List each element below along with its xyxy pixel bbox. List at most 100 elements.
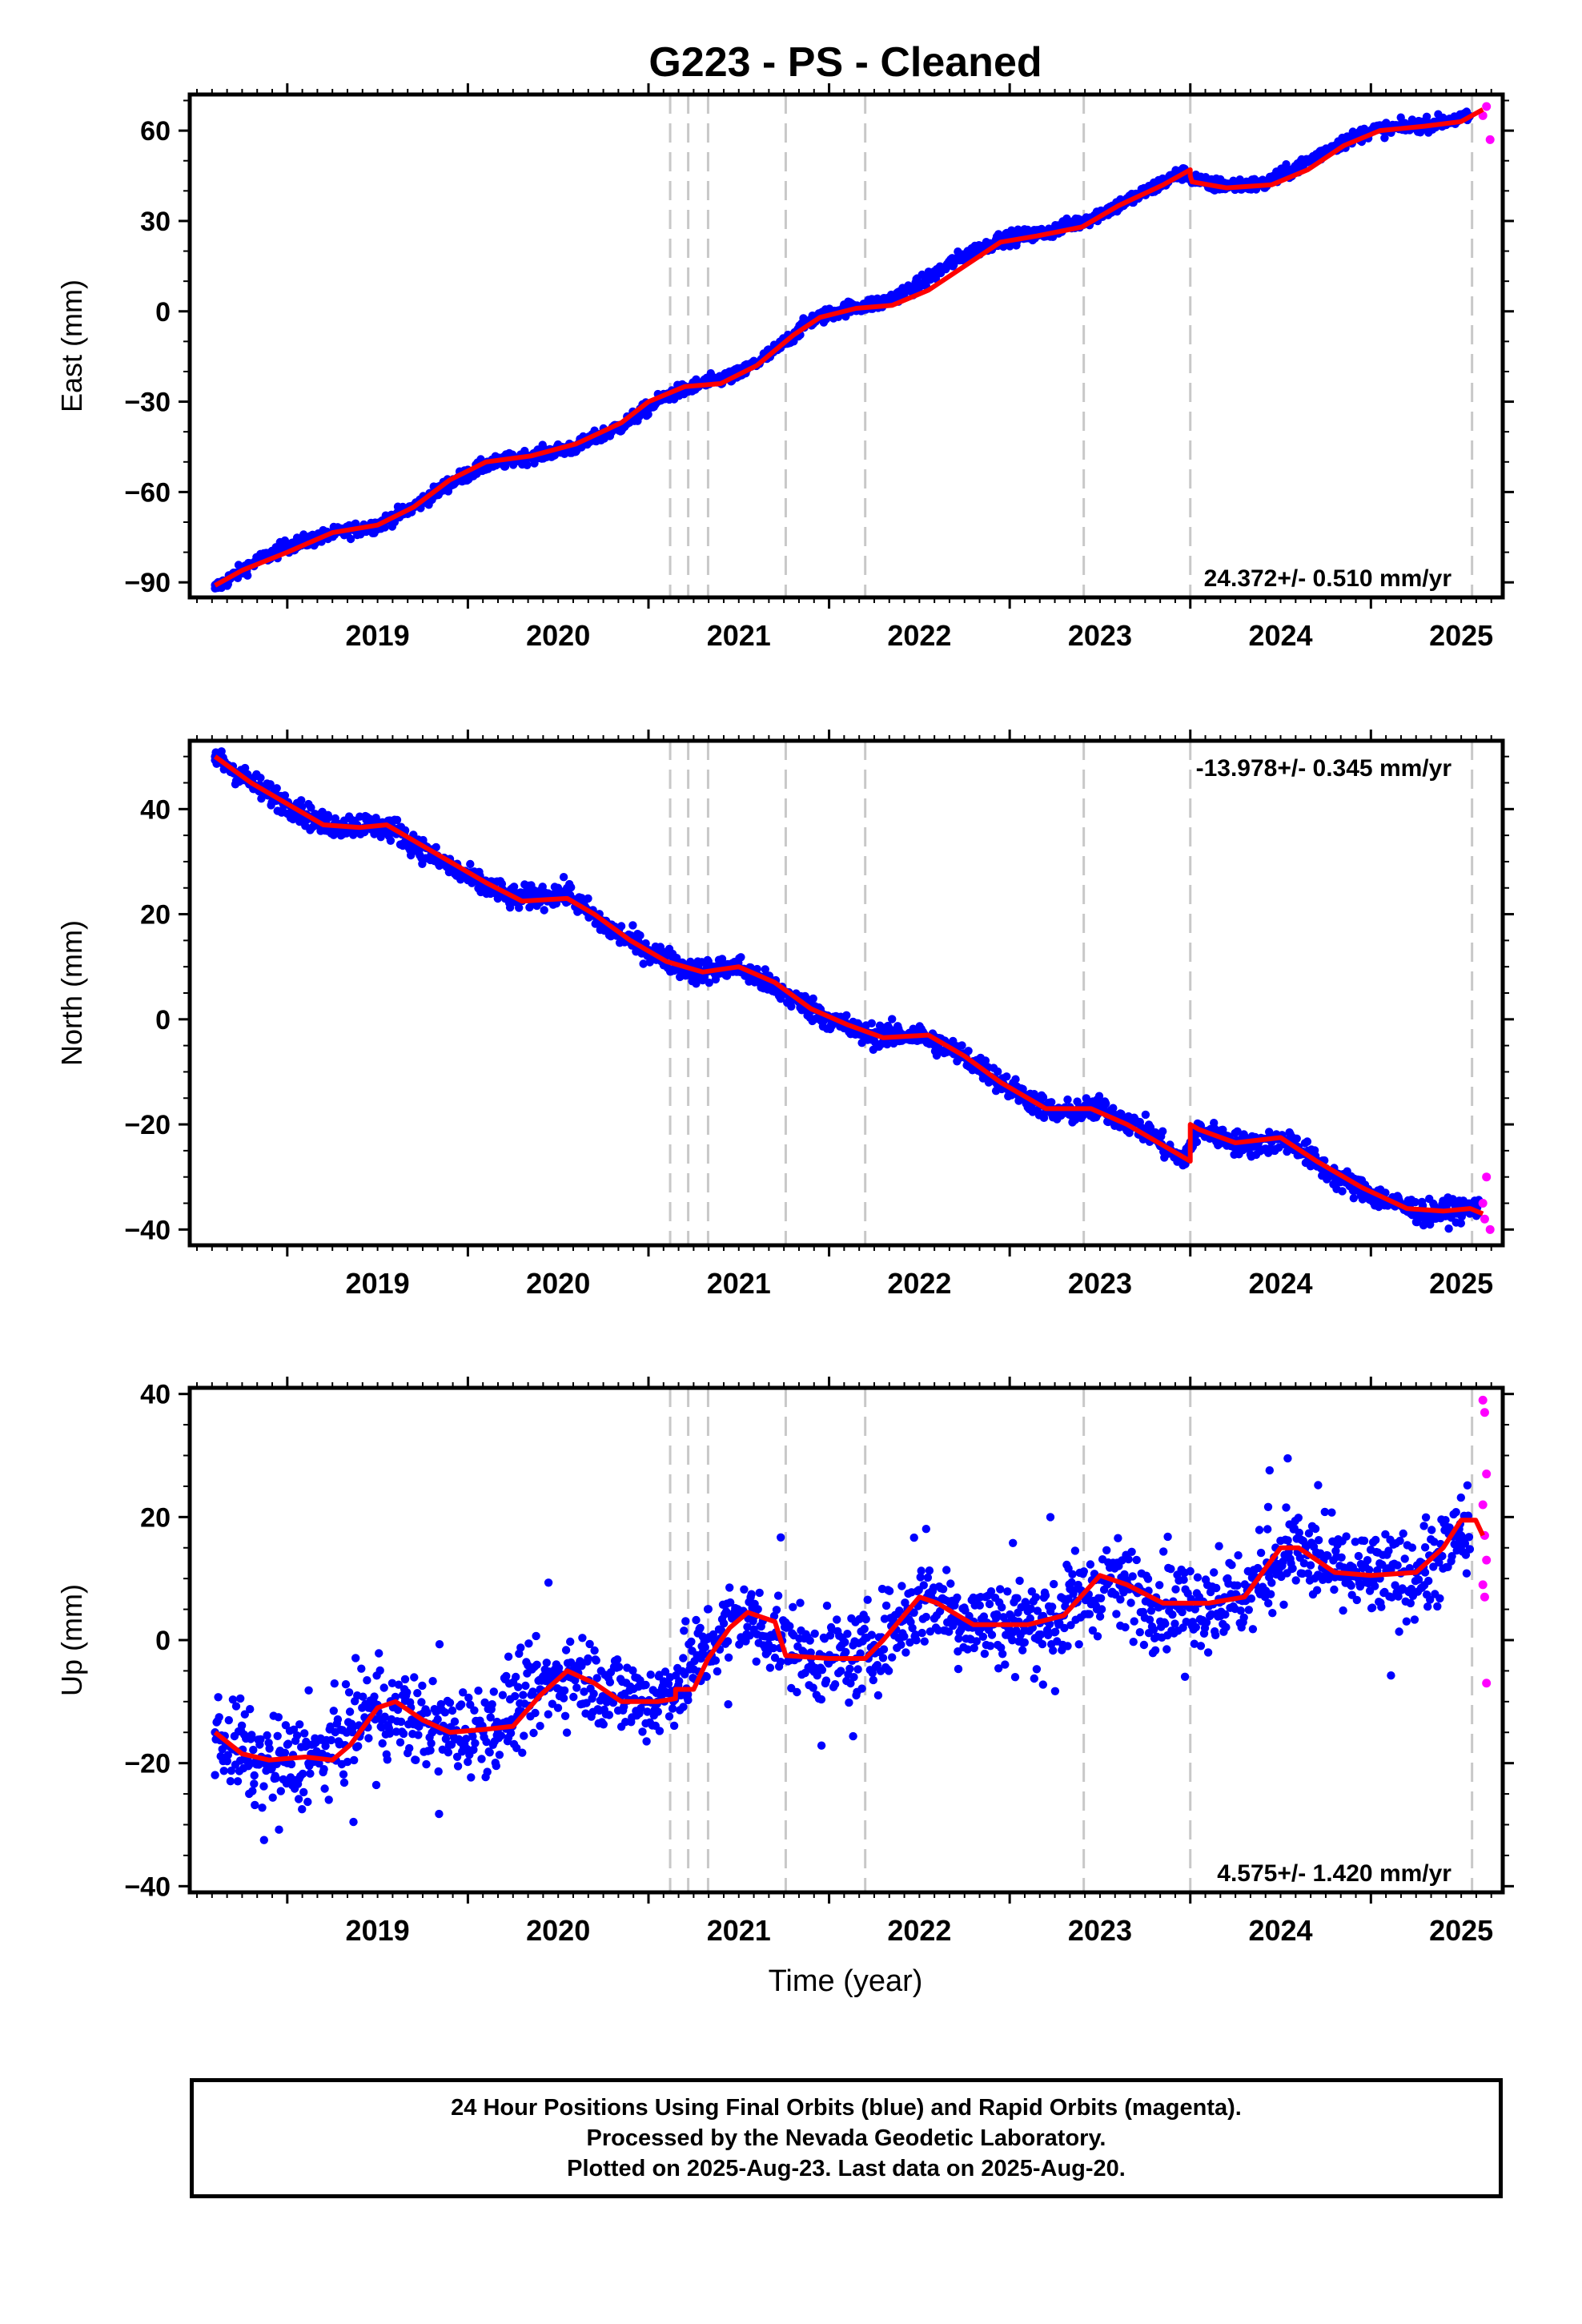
final-orbit-point [1015, 1576, 1024, 1586]
final-orbit-point [407, 850, 416, 860]
final-orbit-point [925, 1566, 934, 1575]
final-orbit-point [590, 1646, 599, 1655]
x-axis-label: Time (year) [769, 1964, 923, 1998]
final-orbit-point [805, 1636, 814, 1645]
final-orbit-point [434, 1767, 443, 1776]
final-orbit-point [1236, 1606, 1245, 1615]
final-orbit-point [298, 1805, 307, 1814]
y-tick-label: −20 [124, 1110, 171, 1140]
final-orbit-point [227, 1766, 236, 1775]
final-orbit-point [357, 1664, 366, 1673]
final-orbit-point [861, 1614, 870, 1624]
final-orbit-point [1135, 1628, 1145, 1637]
final-orbit-point [1244, 1606, 1254, 1614]
final-orbit-point [280, 1748, 290, 1757]
final-orbit-point [217, 747, 226, 756]
final-orbit-point [246, 1705, 255, 1714]
final-orbit-point [531, 1708, 540, 1718]
final-orbit-point [860, 1624, 869, 1634]
final-orbit-point [905, 1638, 914, 1647]
final-orbit-point [370, 1692, 379, 1701]
final-orbit-point [256, 774, 265, 782]
final-orbit-point [559, 1694, 568, 1703]
final-orbit-point [268, 1793, 277, 1802]
final-orbit-point [1013, 1594, 1022, 1602]
model-line [214, 107, 1484, 588]
rapid-orbit-points [1478, 102, 1495, 144]
final-orbit-point [772, 1606, 781, 1614]
final-orbit-point [247, 1731, 256, 1739]
final-orbit-point [515, 903, 524, 912]
final-orbit-point [1193, 1573, 1203, 1582]
final-orbit-point [414, 1731, 423, 1739]
final-orbit-point [452, 1752, 462, 1761]
final-orbit-point [560, 1711, 570, 1720]
x-tick-label: 2020 [526, 619, 590, 652]
final-orbit-point [868, 1668, 877, 1678]
final-orbit-point [532, 1631, 540, 1641]
final-orbit-point [563, 889, 572, 898]
final-orbit-point [319, 1765, 328, 1774]
y-tick-label: 0 [155, 1005, 171, 1035]
rapid-orbit-point [1485, 1224, 1495, 1234]
final-orbit-point [817, 1666, 827, 1675]
final-orbit-point [806, 1648, 815, 1657]
final-orbit-point [1255, 1526, 1264, 1534]
final-orbit-point [1149, 1625, 1158, 1634]
final-orbit-point [569, 1692, 578, 1702]
final-orbit-point [867, 1019, 877, 1028]
final-orbit-point [888, 1015, 897, 1023]
final-orbit-point [873, 1691, 883, 1700]
final-orbit-point [392, 815, 402, 825]
y-tick-label: −90 [124, 568, 171, 598]
final-orbit-point [343, 1757, 352, 1767]
final-orbit-point [466, 859, 475, 869]
final-orbit-point [464, 1693, 473, 1703]
final-orbit-point [1074, 1640, 1083, 1649]
final-orbit-point [341, 1680, 351, 1689]
final-orbit-point [514, 1683, 523, 1691]
final-orbit-point [380, 523, 389, 532]
final-orbit-point [1179, 1575, 1188, 1584]
final-orbit-point [1038, 1639, 1047, 1649]
final-orbit-point [257, 794, 266, 803]
final-orbit-point [1191, 1605, 1200, 1614]
final-orbit-point [669, 1721, 679, 1731]
final-orbit-point [1211, 1630, 1220, 1640]
final-orbit-point [1038, 1093, 1048, 1102]
final-orbit-point [761, 965, 769, 974]
final-orbit-point [1239, 1613, 1248, 1622]
final-orbit-point [303, 1797, 312, 1807]
final-orbit-point [482, 1737, 491, 1747]
final-orbit-point [283, 541, 292, 551]
final-orbit-point [888, 1653, 897, 1662]
final-orbit-point [1097, 1605, 1106, 1614]
final-orbit-point [793, 1687, 801, 1697]
final-orbit-point [1145, 1615, 1154, 1624]
final-orbit-point [387, 1679, 397, 1687]
final-orbit-point [1139, 1640, 1149, 1650]
final-orbit-point [1064, 1594, 1073, 1603]
x-tick-label: 2024 [1248, 1267, 1312, 1300]
final-orbit-point [464, 1757, 472, 1767]
final-orbit-point [1159, 1547, 1168, 1556]
final-orbit-point [644, 410, 652, 419]
final-orbit-point [642, 1737, 651, 1746]
final-orbit-point [448, 1706, 457, 1715]
rapid-orbit-point [1478, 1199, 1488, 1208]
final-orbit-point [394, 1680, 404, 1689]
final-orbit-point [1186, 1566, 1195, 1576]
final-orbit-point [696, 1623, 705, 1633]
final-orbit-point [571, 1675, 580, 1685]
final-orbit-point [529, 1728, 538, 1738]
final-orbit-point [664, 1679, 673, 1688]
final-orbit-point [1256, 1548, 1266, 1558]
final-orbit-point [280, 791, 290, 800]
final-orbit-point [895, 1606, 904, 1615]
final-orbit-point [1060, 1623, 1069, 1633]
final-orbit-point [998, 1650, 1007, 1659]
final-orbit-point [511, 1691, 520, 1701]
final-orbit-point [410, 1673, 419, 1682]
final-orbit-point [639, 959, 648, 968]
